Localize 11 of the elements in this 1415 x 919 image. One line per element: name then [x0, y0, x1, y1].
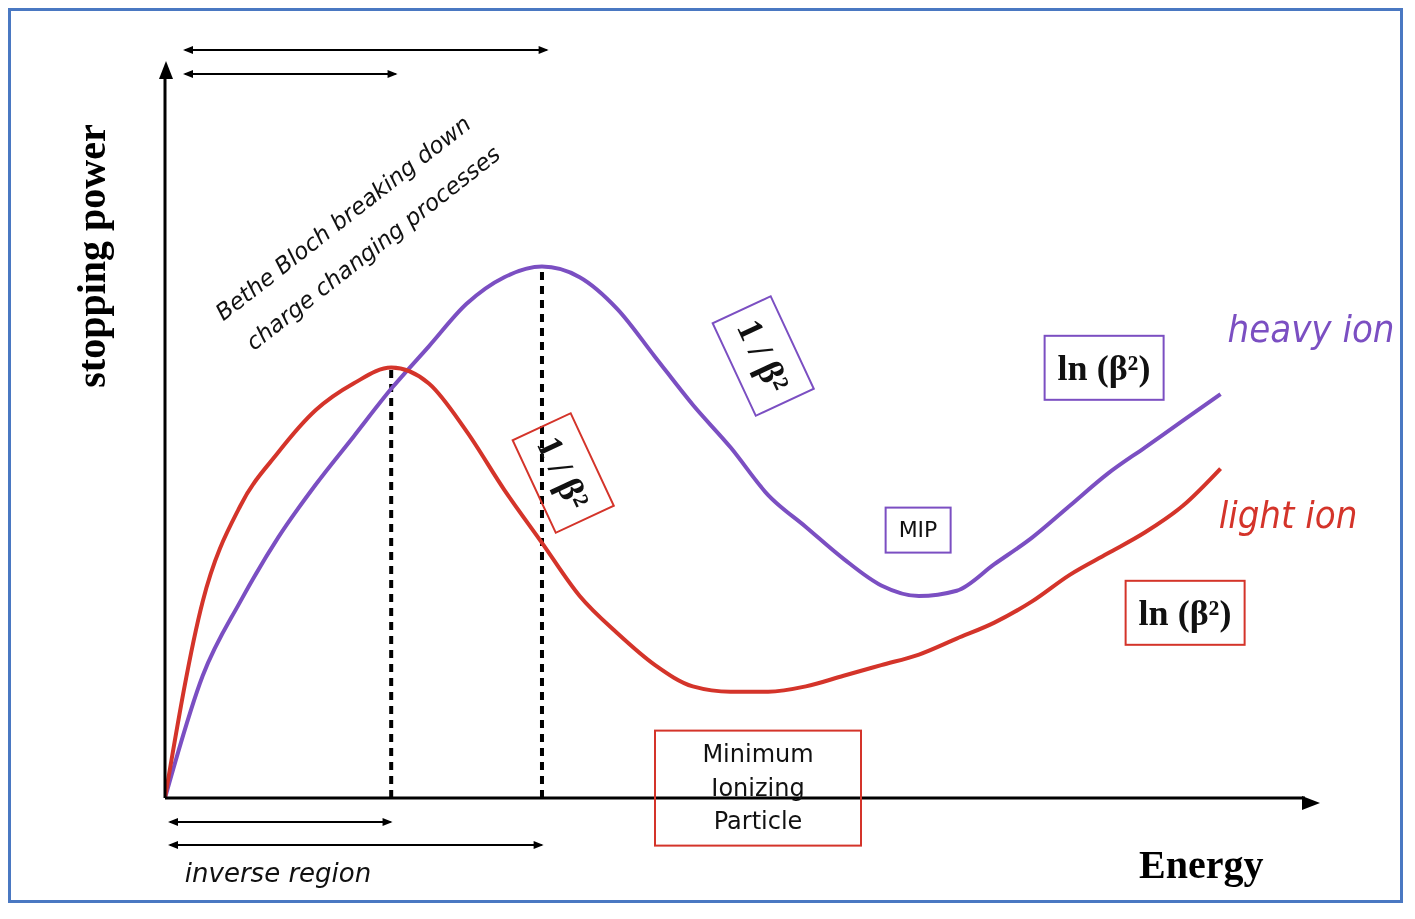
- annotation: Minimum Ionizing Particle: [654, 729, 862, 847]
- annotation: ln (β²): [1043, 334, 1165, 402]
- series-label: heavy ion: [1227, 307, 1395, 351]
- x-axis-title: Energy: [1139, 841, 1264, 888]
- annotation: MIP: [884, 506, 952, 554]
- annotation: 1 / β²: [710, 294, 816, 418]
- annotation: 1 / β²: [510, 411, 616, 535]
- annotation: ln (β²): [1124, 579, 1246, 647]
- y-axis-title: stopping power: [67, 124, 115, 388]
- text: inverse region: [184, 856, 372, 890]
- series-label: light ion: [1218, 493, 1358, 537]
